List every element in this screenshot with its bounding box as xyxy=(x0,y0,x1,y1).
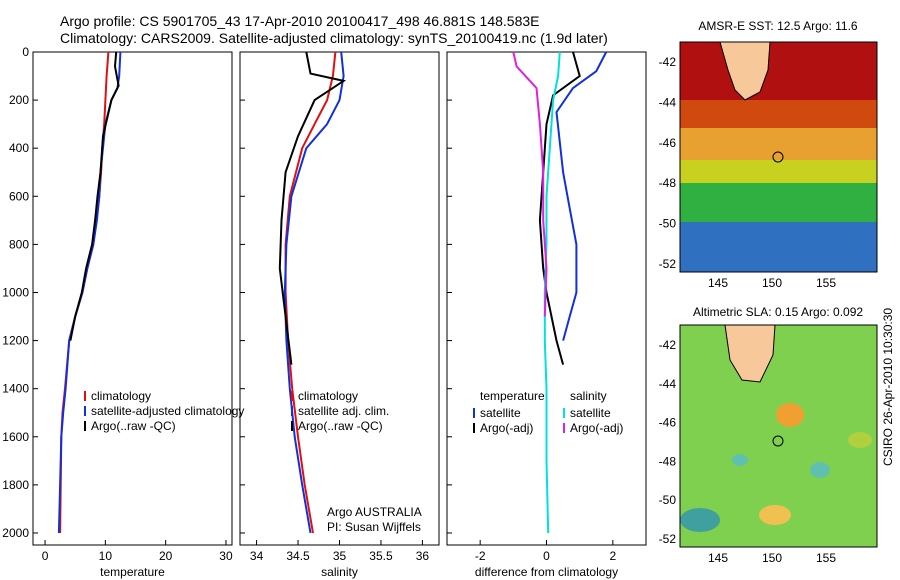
argo-position-marker xyxy=(772,151,784,163)
sst-lon-tick: 150 xyxy=(762,276,782,290)
tasmania-land xyxy=(719,41,771,101)
diff-legend-label: satellite xyxy=(570,406,611,420)
sst-lat-tick: -52 xyxy=(659,257,677,271)
difference-xtick-label: -2 xyxy=(475,549,486,563)
sla-lat-tick: -52 xyxy=(659,532,677,546)
sst-map-axes: 145 150 155 -42 -44 -46 -48 -50 -52 xyxy=(659,55,837,290)
diff-legend-group-title: salinity xyxy=(570,389,607,403)
sst-map-title: AMSR-E SST: 12.5 Argo: 11.6 xyxy=(698,19,858,33)
temperature-xtick-label: 10 xyxy=(99,549,113,563)
sst-lat-tick: -46 xyxy=(659,136,677,150)
sla-lat-tick: -48 xyxy=(659,454,677,468)
depth-tick-label: 400 xyxy=(9,141,29,155)
sla-lon-tick: 155 xyxy=(816,551,836,565)
depth-tick-label: 1600 xyxy=(2,430,29,444)
salinity-legend-label: climatology xyxy=(298,389,358,403)
difference-panel: -2 0 2 difference from climatology temperatu… xyxy=(446,51,647,579)
sla-lat-tick: -50 xyxy=(659,493,677,507)
salinity-xlabel: salinity xyxy=(321,565,358,579)
sst-lat-tick: -48 xyxy=(659,176,677,190)
depth-tick-label: 600 xyxy=(9,189,29,203)
diff-legend-label: satellite xyxy=(480,406,521,420)
diff-legend-label: Argo(-adj) xyxy=(570,421,623,435)
salinity-legend-label: satellite adj. clim. xyxy=(298,404,389,418)
temperature-series-satellite xyxy=(57,51,122,534)
salinity-axes-box xyxy=(239,51,440,546)
salinity-series-argo xyxy=(278,51,347,365)
argo-annotation: PI: Susan Wijffels xyxy=(327,520,421,534)
sst-map xyxy=(679,41,878,273)
difference-series-salinity-satellite xyxy=(543,51,561,534)
depth-tick-label: 1400 xyxy=(2,382,29,396)
sla-lat-tick: -44 xyxy=(659,377,677,391)
sla-side-label: CSIRO 26-Apr-2010 10:30:30 xyxy=(881,308,895,466)
temperature-legend-label: climatology xyxy=(91,389,151,403)
sst-lat-tick: -42 xyxy=(659,55,677,69)
sst-band-warm xyxy=(680,42,877,102)
temperature-axes-box xyxy=(32,51,233,546)
sst-lat-tick: -44 xyxy=(659,95,677,109)
depth-tick-label: 800 xyxy=(9,237,29,251)
salinity-series-satellite xyxy=(283,51,345,534)
salinity-xtick-label: 36 xyxy=(416,549,430,563)
sla-map-axes: 145 150 155 -42 -44 -46 -48 -50 -52 xyxy=(659,338,837,565)
salinity-xtick-label: 35 xyxy=(333,549,347,563)
sst-lon-tick: 145 xyxy=(708,276,728,290)
temperature-series-climatology xyxy=(59,51,110,534)
difference-series-temperature-argo-adj- xyxy=(538,51,581,365)
difference-xlabel: difference from climatology xyxy=(475,565,618,579)
salinity-xtick-label: 35.5 xyxy=(369,549,393,563)
header-line-2: Climatology: CARS2009. Satellite-adjuste… xyxy=(60,30,608,46)
diff-legend-group-title: temperature xyxy=(480,389,545,403)
sla-lon-tick: 150 xyxy=(762,551,782,565)
depth-tick-label: 1000 xyxy=(2,285,29,299)
sla-lat-tick: -46 xyxy=(659,416,677,430)
temperature-xlabel: temperature xyxy=(100,565,165,579)
sla-map xyxy=(679,324,878,548)
salinity-legend-label: Argo(..raw -QC) xyxy=(298,419,383,433)
diff-legend-label: Argo(-adj) xyxy=(480,421,533,435)
salinity-panel: 34 34.5 35 35.5 36 salinity climatologysatelli… xyxy=(239,51,440,579)
sla-lat-tick: -42 xyxy=(659,338,677,352)
temperature-legend-label: satellite-adjusted climatology xyxy=(91,404,244,418)
temperature-xtick-label: 0 xyxy=(42,549,49,563)
depth-tick-label: 2000 xyxy=(2,526,29,540)
temperature-panel: 0 10 20 30 0 200 400 600 800 1000 1200 1400 1600 1800… xyxy=(2,45,244,579)
depth-tick-label: 200 xyxy=(9,93,29,107)
depth-tick-label: 1800 xyxy=(2,478,29,492)
temperature-xtick-label: 20 xyxy=(159,549,173,563)
argo-annotation: Argo AUSTRALIA xyxy=(327,505,422,519)
argo-position-marker-2 xyxy=(772,435,784,447)
temperature-xtick-label: 30 xyxy=(219,549,233,563)
depth-tick-label: 1200 xyxy=(2,334,29,348)
salinity-xtick-label: 34 xyxy=(250,549,264,563)
temperature-series-argo xyxy=(69,51,120,341)
difference-xtick-label: 2 xyxy=(609,549,616,563)
difference-series-salinity-argo-adj- xyxy=(512,51,548,317)
sst-lon-tick: 155 xyxy=(816,276,836,290)
salinity-xtick-label: 34.5 xyxy=(286,549,310,563)
difference-xtick-label: 0 xyxy=(543,549,550,563)
sst-lat-tick: -50 xyxy=(659,217,677,231)
temperature-legend-label: Argo(..raw -QC) xyxy=(91,419,176,433)
sla-map-title: Altimetric SLA: 0.15 Argo: 0.092 xyxy=(693,305,863,319)
header-line-1: Argo profile: CS 5901705_43 17-Apr-2010 … xyxy=(60,13,540,29)
depth-tick-label: 0 xyxy=(22,45,29,59)
sla-lon-tick: 145 xyxy=(708,551,728,565)
difference-series-temperature-satellite xyxy=(555,51,608,341)
